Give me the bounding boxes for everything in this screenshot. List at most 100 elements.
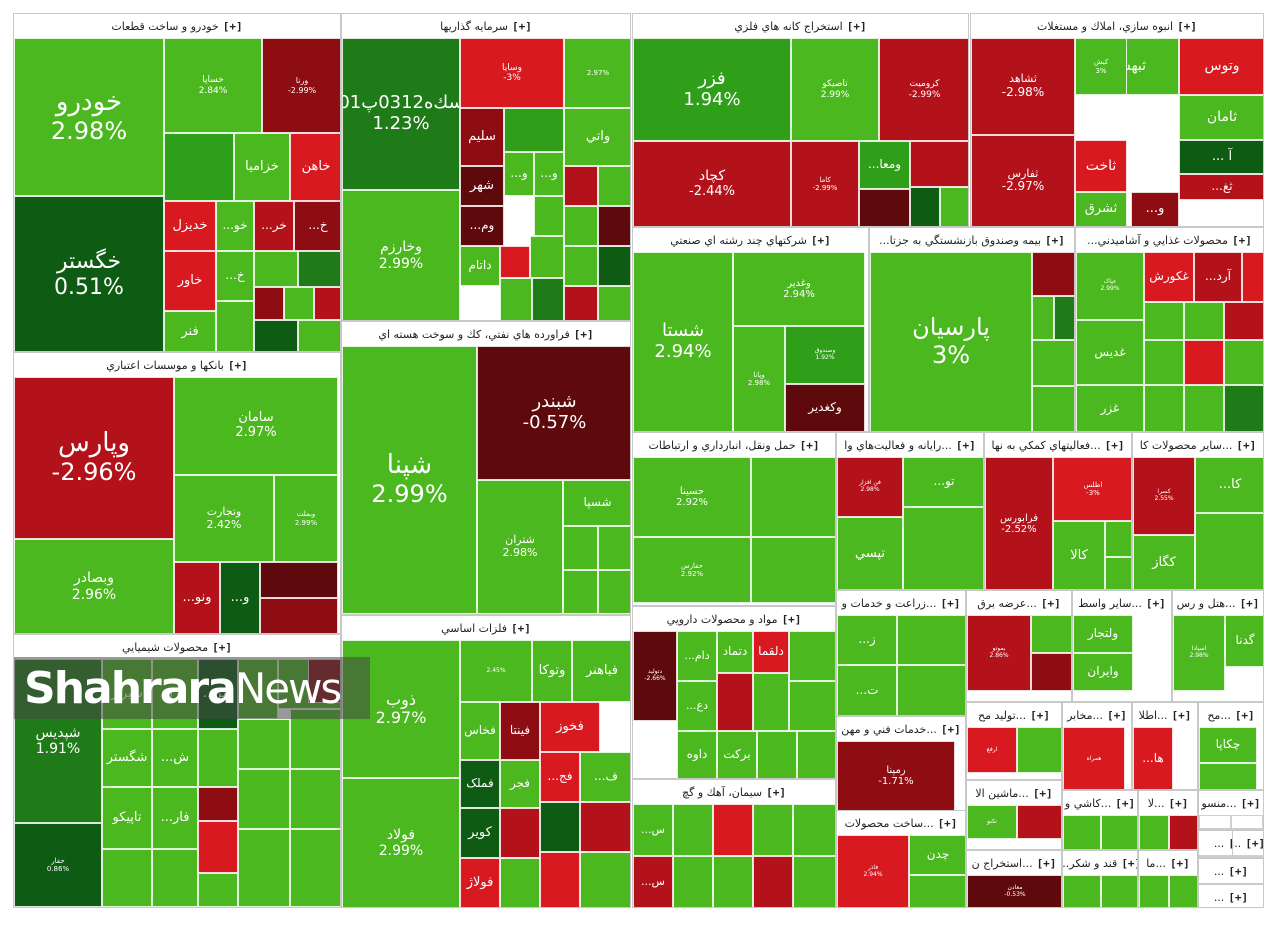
expand-button[interactable]: [+] bbox=[212, 640, 233, 654]
stock-tile[interactable]: غپاک 2.99% bbox=[1076, 252, 1144, 320]
expand-button[interactable]: [+] bbox=[1234, 708, 1255, 722]
small-stock-tile[interactable] bbox=[1032, 296, 1054, 340]
small-stock-tile[interactable] bbox=[1032, 252, 1074, 296]
expand-button[interactable]: [+] bbox=[511, 621, 531, 635]
small-stock-tile[interactable] bbox=[314, 287, 340, 320]
stock-tile[interactable]: دلقما bbox=[753, 631, 789, 673]
small-stock-tile[interactable] bbox=[1105, 521, 1131, 557]
small-stock-tile[interactable] bbox=[793, 804, 835, 856]
stock-tile[interactable]: ...آرد bbox=[1194, 252, 1242, 302]
stock-tile[interactable]: شپنا 2.99% bbox=[342, 346, 477, 614]
stock-tile[interactable]: فخوز bbox=[540, 702, 600, 752]
expand-button[interactable]: [+] bbox=[1032, 786, 1053, 800]
small-stock-tile[interactable] bbox=[1017, 805, 1061, 839]
small-stock-tile[interactable] bbox=[580, 852, 630, 907]
stock-tile[interactable]: وكغدير bbox=[785, 384, 865, 431]
small-stock-tile[interactable] bbox=[198, 787, 238, 821]
small-stock-tile[interactable] bbox=[238, 829, 290, 907]
stock-tile[interactable]: ...ت bbox=[837, 665, 897, 715]
small-stock-tile[interactable] bbox=[1233, 855, 1263, 857]
expand-button[interactable]: [+] bbox=[781, 612, 802, 626]
expand-button[interactable]: [+] bbox=[846, 19, 867, 33]
stock-tile[interactable]: ثامان bbox=[1179, 95, 1263, 140]
stock-tile[interactable]: ...خ bbox=[216, 251, 254, 301]
small-stock-tile[interactable] bbox=[910, 141, 968, 187]
expand-button[interactable]: [+] bbox=[512, 19, 532, 33]
stock-tile[interactable]: سليم bbox=[460, 108, 504, 166]
small-stock-tile[interactable] bbox=[1144, 302, 1184, 340]
small-stock-tile[interactable] bbox=[290, 709, 340, 769]
stock-tile[interactable]: شهر bbox=[460, 166, 504, 206]
stock-tile[interactable]: تپسي bbox=[837, 517, 903, 589]
small-stock-tile[interactable] bbox=[238, 769, 290, 829]
stock-tile[interactable]: كرومیت -2.99% bbox=[879, 38, 968, 141]
stock-tile[interactable]: ...ونو bbox=[174, 562, 220, 633]
expand-button[interactable]: [+] bbox=[1231, 233, 1252, 247]
small-stock-tile[interactable] bbox=[717, 673, 753, 731]
stock-tile[interactable]: ...فار bbox=[152, 787, 198, 849]
stock-tile[interactable]: شسپا bbox=[563, 480, 630, 526]
stock-tile[interactable]: فملک bbox=[460, 760, 500, 808]
stock-tile[interactable]: ...س bbox=[633, 804, 673, 856]
small-stock-tile[interactable] bbox=[897, 615, 965, 665]
expand-button[interactable]: [+] bbox=[1045, 233, 1065, 247]
stock-tile[interactable]: غكورش bbox=[1144, 252, 1194, 302]
small-stock-tile[interactable] bbox=[909, 875, 965, 907]
stock-tile[interactable]: اطلس -3% bbox=[1053, 457, 1131, 521]
expand-button[interactable]: [+] bbox=[1236, 438, 1257, 452]
small-stock-tile[interactable] bbox=[290, 829, 340, 907]
stock-tile[interactable]: شگستر bbox=[102, 729, 152, 787]
expand-button[interactable]: [+] bbox=[1228, 890, 1249, 904]
small-stock-tile[interactable] bbox=[540, 852, 580, 907]
stock-tile[interactable]: چدن bbox=[909, 835, 965, 875]
small-stock-tile[interactable] bbox=[198, 729, 238, 787]
stock-tile[interactable]: وبملت 2.99% bbox=[274, 475, 338, 562]
small-stock-tile[interactable] bbox=[751, 537, 835, 603]
stock-tile[interactable]: كالا bbox=[1053, 521, 1105, 589]
stock-tile[interactable]: وغدير 2.94% bbox=[733, 252, 865, 326]
small-stock-tile[interactable] bbox=[1231, 815, 1263, 829]
stock-tile[interactable]: واتي bbox=[564, 108, 630, 166]
stock-tile[interactable]: فن افزار 2.98% bbox=[837, 457, 903, 517]
expand-button[interactable]: [+] bbox=[1177, 19, 1197, 33]
expand-button[interactable]: [+] bbox=[940, 596, 961, 610]
stock-tile[interactable]: ...و bbox=[534, 152, 564, 196]
stock-tile[interactable]: ...وم bbox=[460, 206, 504, 246]
stock-tile[interactable]: گدنا bbox=[1225, 615, 1263, 667]
stock-tile[interactable]: بركت bbox=[717, 731, 757, 778]
small-stock-tile[interactable] bbox=[1139, 875, 1169, 907]
stock-tile[interactable]: اسپادا 2.98% bbox=[1173, 615, 1225, 691]
stock-tile[interactable]: خديزل bbox=[164, 201, 216, 251]
small-stock-tile[interactable] bbox=[564, 286, 598, 320]
stock-tile[interactable]: ...و bbox=[1131, 192, 1179, 226]
expand-button[interactable]: [+] bbox=[573, 327, 594, 341]
small-stock-tile[interactable] bbox=[1032, 386, 1074, 431]
small-stock-tile[interactable] bbox=[563, 570, 598, 614]
small-stock-tile[interactable] bbox=[1169, 875, 1197, 907]
small-stock-tile[interactable] bbox=[564, 246, 598, 286]
stock-tile[interactable]: كسرا 2.55% bbox=[1133, 457, 1195, 535]
small-stock-tile[interactable] bbox=[1224, 385, 1263, 431]
stock-tile[interactable]: فخاس bbox=[460, 702, 500, 760]
stock-tile[interactable]: وتجارت 2.42% bbox=[174, 475, 274, 562]
small-stock-tile[interactable] bbox=[713, 804, 753, 856]
small-stock-tile[interactable] bbox=[598, 206, 630, 246]
stock-tile[interactable]: ...ومعا bbox=[859, 141, 910, 189]
small-stock-tile[interactable] bbox=[598, 246, 630, 286]
small-stock-tile[interactable] bbox=[789, 631, 835, 681]
stock-tile[interactable]: داوه bbox=[677, 731, 717, 778]
stock-tile[interactable]: ... آ bbox=[1179, 140, 1263, 174]
stock-tile[interactable]: فجر bbox=[500, 760, 540, 808]
small-stock-tile[interactable] bbox=[789, 681, 835, 731]
small-stock-tile[interactable] bbox=[897, 665, 965, 715]
expand-button[interactable]: [+] bbox=[1040, 596, 1061, 610]
stock-tile[interactable]: خاهن bbox=[290, 133, 340, 201]
small-stock-tile[interactable] bbox=[1242, 252, 1263, 302]
small-stock-tile[interactable] bbox=[1199, 855, 1231, 857]
expand-button[interactable]: [+] bbox=[1145, 596, 1166, 610]
expand-button[interactable]: [+] bbox=[1104, 438, 1125, 452]
small-stock-tile[interactable] bbox=[598, 570, 630, 614]
stock-tile[interactable]: غزر bbox=[1076, 385, 1144, 431]
small-stock-tile[interactable] bbox=[1199, 815, 1231, 829]
small-stock-tile[interactable] bbox=[260, 598, 338, 633]
